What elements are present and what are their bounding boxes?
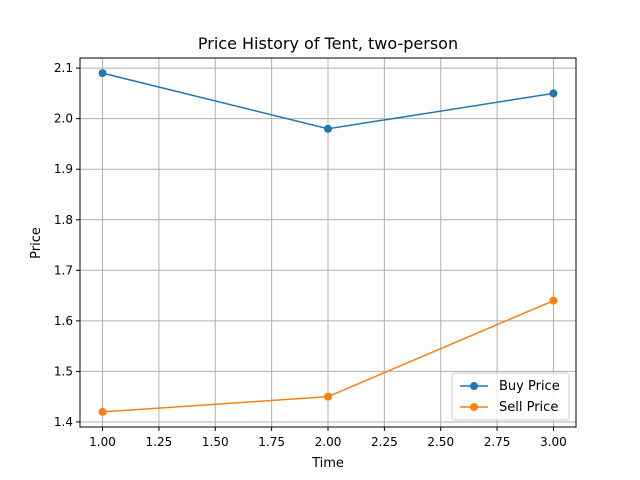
y-tick-label: 1.8 [54, 213, 73, 227]
legend-box [451, 372, 570, 421]
x-tick-label: 2.50 [427, 435, 454, 449]
x-tick-label: 1.50 [202, 435, 229, 449]
x-tick-label: 1.00 [89, 435, 116, 449]
legend-marker-sell-price [470, 403, 478, 411]
x-tick-label: 2.75 [484, 435, 511, 449]
x-tick-label: 2.25 [371, 435, 398, 449]
chart-title: Price History of Tent, two-person [198, 34, 458, 53]
data-point-sell-price [98, 407, 107, 416]
x-tick-label: 1.75 [258, 435, 285, 449]
y-tick-label: 1.9 [54, 162, 73, 176]
legend-label-sell-price: Sell Price [499, 400, 558, 415]
data-point-buy-price [98, 69, 107, 78]
x-axis-ticks: 1.00 1.25 1.50 1.75 2.00 2.25 2.50 2.75 3.00 [89, 427, 567, 449]
x-tick-label: 2.00 [315, 435, 342, 449]
series-layer [98, 69, 558, 416]
data-point-sell-price [324, 392, 332, 401]
legend-label-buy-price: Buy Price [499, 379, 560, 394]
data-point-sell-price [549, 296, 558, 305]
y-tick-label: 1.5 [54, 364, 73, 378]
data-point-buy-price [324, 124, 332, 133]
y-tick-label: 2.0 [54, 112, 73, 126]
y-tick-label: 2.1 [54, 61, 73, 75]
grid-lines [80, 58, 576, 427]
x-tick-label: 3.00 [540, 435, 567, 449]
data-point-buy-price [549, 89, 558, 98]
x-tick-label: 1.25 [146, 435, 173, 449]
y-axis-label: Price [29, 227, 44, 259]
y-tick-label: 1.7 [54, 263, 73, 277]
y-axis-ticks: 1.4 1.5 1.6 1.7 1.8 1.9 2.0 2.1 [54, 61, 80, 429]
y-tick-label: 1.4 [54, 415, 73, 429]
legend-marker-buy-price [470, 382, 478, 390]
y-tick-label: 1.6 [54, 314, 73, 328]
legend: Buy Price Sell Price [451, 372, 570, 421]
x-axis-label: Time [311, 456, 344, 471]
